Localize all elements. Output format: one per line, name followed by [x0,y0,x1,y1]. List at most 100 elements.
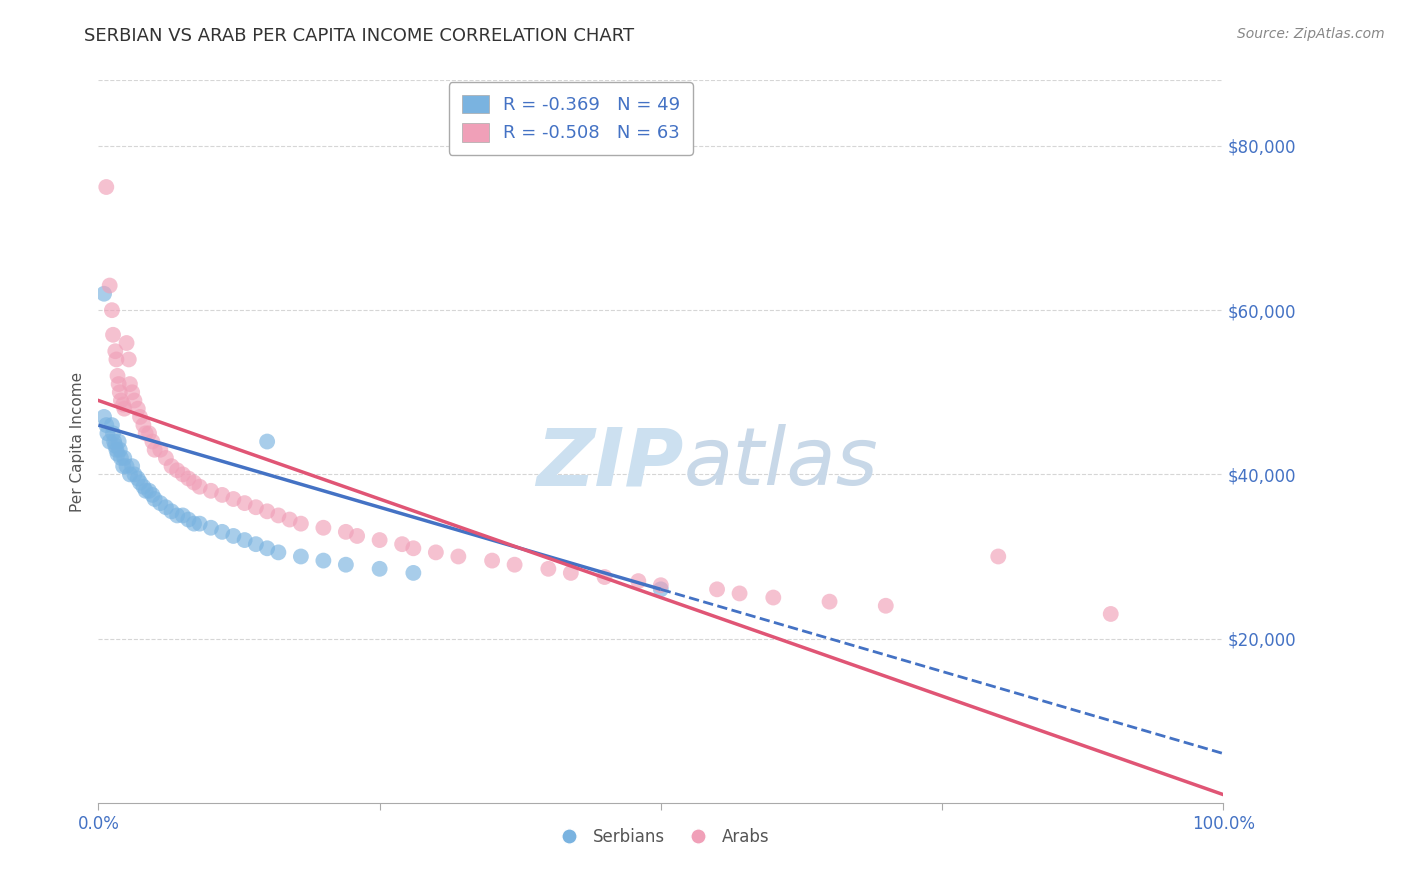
Point [875,599,897,613]
Point [135,483,157,498]
Point [98,434,121,449]
Point [481,553,503,567]
Point [129,409,152,424]
Point [112,450,135,465]
Point [402,566,425,580]
Point [118,467,141,482]
Point [121,459,143,474]
Point [101,327,124,342]
Point [256,434,278,449]
Point [183,516,205,531]
Point [101,426,124,441]
Point [96,426,118,441]
Point [368,562,391,576]
Point [107,368,129,383]
Point [160,504,183,518]
Point [115,336,138,351]
Point [143,491,166,506]
Point [706,582,728,597]
Point [290,516,312,531]
Point [118,352,141,367]
Point [290,549,312,564]
Point [96,418,118,433]
Point [177,471,200,485]
Point [200,483,222,498]
Point [166,508,188,523]
Point [256,541,278,556]
Point [124,393,146,408]
Point [335,558,357,572]
Point [346,529,368,543]
Point [155,500,177,515]
Point [172,508,194,523]
Point [112,401,135,416]
Point [141,488,163,502]
Point [211,524,233,539]
Point [96,180,118,194]
Point [447,549,470,564]
Point [402,541,425,556]
Point [93,409,115,424]
Point [155,450,177,465]
Point [93,286,115,301]
Point [312,553,335,567]
Point [200,521,222,535]
Point [166,463,188,477]
Point [267,508,290,523]
Point [560,566,582,580]
Point [101,418,124,433]
Point [728,586,751,600]
Point [132,418,155,433]
Point [112,459,135,474]
Text: Source: ZipAtlas.com: Source: ZipAtlas.com [1237,27,1385,41]
Point [368,533,391,547]
Point [172,467,194,482]
Point [135,426,157,441]
Point [127,401,149,416]
Point [112,398,135,412]
Point [233,496,256,510]
Point [1099,607,1122,621]
Point [110,393,132,408]
Point [141,434,163,449]
Legend: Serbians, Arabs: Serbians, Arabs [546,821,776,852]
Point [222,529,245,543]
Point [101,303,124,318]
Point [108,385,131,400]
Point [149,442,172,457]
Point [650,582,672,597]
Point [818,594,841,608]
Point [233,533,256,547]
Point [127,471,149,485]
Point [987,549,1010,564]
Point [245,537,267,551]
Point [312,521,335,535]
Point [104,439,127,453]
Point [650,578,672,592]
Point [110,450,132,465]
Point [256,504,278,518]
Point [107,377,129,392]
Point [107,434,129,449]
Point [105,352,128,367]
Point [425,545,447,559]
Point [103,434,125,449]
Point [278,512,301,526]
Point [138,483,160,498]
Point [124,467,146,482]
Point [118,377,141,392]
Point [335,524,357,539]
Point [537,562,560,576]
Point [267,545,290,559]
Point [211,488,233,502]
Point [149,496,172,510]
Point [107,447,129,461]
Text: SERBIAN VS ARAB PER CAPITA INCOME CORRELATION CHART: SERBIAN VS ARAB PER CAPITA INCOME CORREL… [84,27,634,45]
Point [132,480,155,494]
Point [222,491,245,506]
Point [183,475,205,490]
Point [121,385,143,400]
Point [391,537,413,551]
Y-axis label: Per Capita Income: Per Capita Income [69,371,84,512]
Point [138,426,160,441]
